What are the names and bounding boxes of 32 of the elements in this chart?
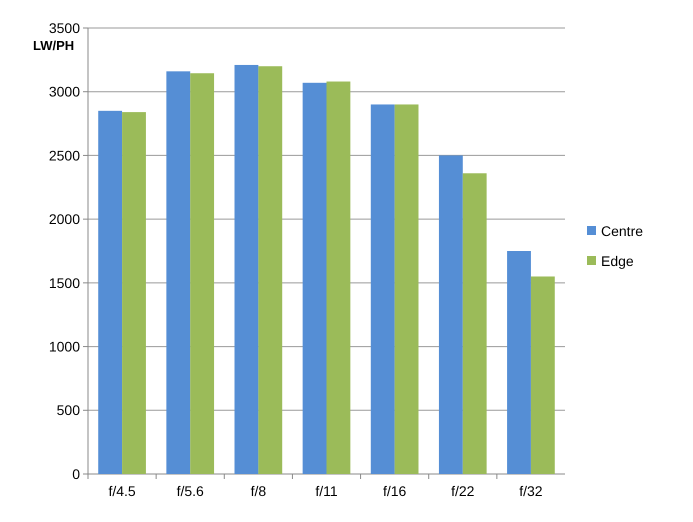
x-tick-label: f/4.5 (108, 483, 136, 499)
bar (122, 112, 146, 474)
x-tick-label: f/5.6 (176, 483, 204, 499)
y-tick-label: 1000 (48, 338, 80, 354)
bar (190, 73, 214, 474)
bar (166, 71, 190, 474)
x-tick-label: f/8 (250, 483, 266, 499)
y-tick-label: 2500 (48, 147, 80, 164)
legend-label: Centre (601, 222, 644, 239)
bar (302, 82, 326, 474)
y-tick-label: 0 (72, 466, 80, 482)
y-tick-label: 2000 (48, 211, 80, 228)
bar (98, 110, 122, 474)
y-axis-title: LW/PH (33, 38, 74, 53)
x-tick-label: f/32 (519, 483, 543, 499)
bar (258, 66, 282, 474)
legend-label: Edge (601, 252, 634, 269)
x-tick-label: f/16 (382, 483, 407, 499)
x-tick-label: f/22 (451, 483, 475, 499)
y-tick-label: 1500 (48, 274, 80, 291)
bar (438, 155, 463, 474)
y-tick-label: 500 (56, 402, 80, 418)
bar (370, 104, 395, 474)
bar (530, 276, 555, 474)
bar (234, 64, 258, 474)
bar (507, 251, 531, 474)
x-tick-label: f/11 (315, 483, 338, 499)
bar (462, 173, 487, 474)
y-tick-label: 3000 (48, 84, 80, 100)
bar (394, 104, 418, 474)
bar (326, 82, 350, 474)
y-tick-label: 3500 (48, 20, 80, 36)
